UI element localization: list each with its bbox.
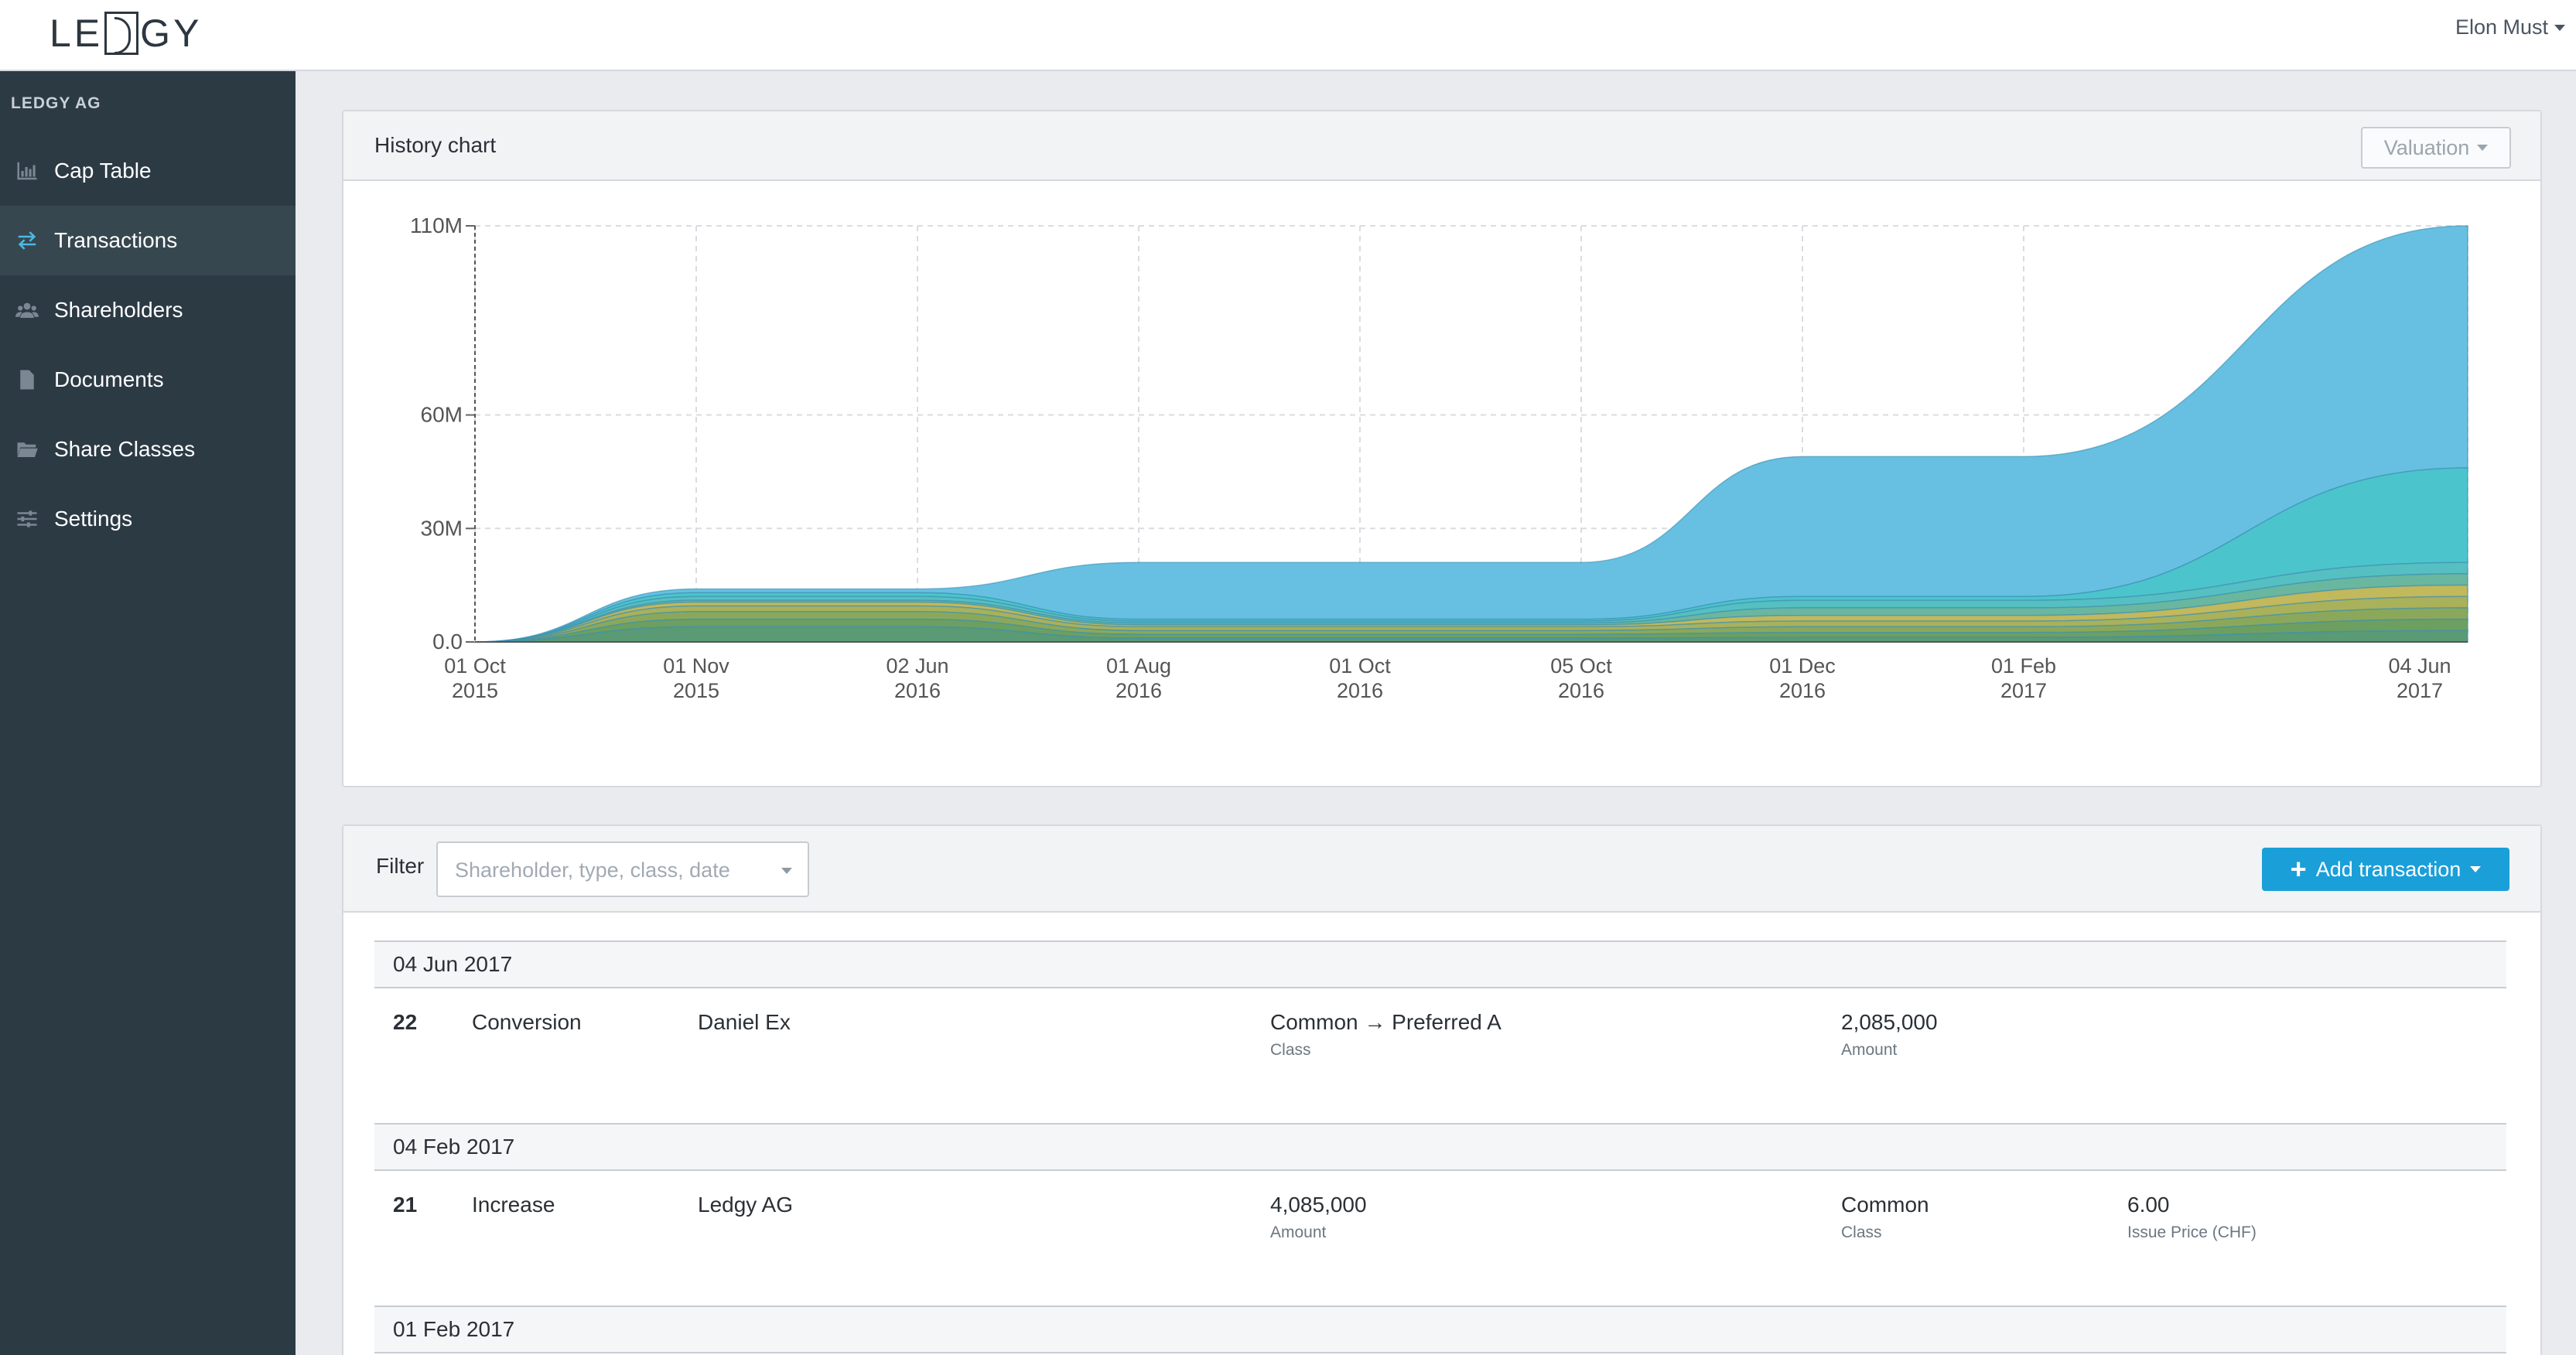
sidebar-item-cap-table[interactable]: Cap Table [0, 136, 296, 206]
filter-placeholder: Shareholder, type, class, date [455, 858, 730, 882]
x-tick-label: 2016 [1558, 679, 1604, 702]
transaction-group-date: 04 Jun 2017 [374, 940, 2506, 988]
x-tick-label: 02 Jun [886, 654, 948, 678]
history-chart-title: History chart [374, 133, 497, 157]
x-tick-label: 2015 [452, 679, 498, 702]
transaction-field: Common → Preferred A Class [1270, 1010, 1502, 1060]
users-icon [14, 297, 40, 323]
chevron-down-icon [781, 868, 792, 874]
logo-d-mark [104, 12, 139, 55]
sidebar-item-share-classes[interactable]: Share Classes [0, 415, 296, 484]
transaction-field: 6.00 Issue Price (CHF) [2127, 1193, 2257, 1242]
x-tick-label: 05 Oct [1550, 654, 1612, 678]
x-tick-label: 2016 [1115, 679, 1162, 702]
filter-label: Filter [376, 854, 425, 878]
sidebar-item-transactions[interactable]: Transactions [0, 206, 296, 275]
field-label: Amount [1841, 1041, 1898, 1059]
y-tick-label: 60M [421, 403, 463, 427]
sidebar-nav: Cap Table Transactions Shareholders Docu… [0, 136, 296, 554]
x-tick-label: 01 Aug [1106, 654, 1171, 678]
filter-select[interactable]: Shareholder, type, class, date [436, 841, 809, 897]
field-label: Class [1270, 1041, 1311, 1059]
sidebar-item-shareholders[interactable]: Shareholders [0, 275, 296, 345]
field-label: Issue Price (CHF) [2127, 1224, 2257, 1241]
sidebar: LEDGY AG Cap Table Transactions Sharehol… [0, 71, 296, 1355]
x-tick-label: 2017 [2397, 679, 2443, 702]
x-tick-label: 2016 [894, 679, 941, 702]
sidebar-item-label: Documents [54, 367, 164, 391]
history-chart-header: History chart Valuation [343, 111, 2540, 181]
chevron-down-icon [2470, 866, 2482, 872]
transaction-field: Common Class [1841, 1193, 1929, 1242]
sidebar-item-settings[interactable]: Settings [0, 484, 296, 554]
user-menu[interactable]: Elon Must [2455, 15, 2565, 39]
x-tick-label: 01 Oct [444, 654, 506, 678]
transaction-party: Ledgy AG [698, 1193, 793, 1217]
field-value: Common [1841, 1193, 1929, 1217]
sidebar-item-label: Transactions [54, 228, 178, 252]
top-bar: LE GY Elon Must [0, 0, 2576, 71]
transactions-card: Filter Shareholder, type, class, date + … [342, 824, 2542, 1355]
y-tick-label: 110M [410, 213, 463, 237]
add-transaction-label: Add transaction [2315, 857, 2462, 881]
x-tick-label: 2017 [2000, 679, 2047, 702]
sidebar-item-label: Cap Table [54, 159, 152, 183]
field-value: 2,085,000 [1841, 1010, 1938, 1034]
plus-icon: + [2290, 853, 2307, 885]
x-tick-label: 01 Feb [1991, 654, 2056, 678]
transaction-group-date: 04 Feb 2017 [374, 1123, 2506, 1171]
document-icon [14, 367, 40, 393]
y-tick-label: 30M [421, 516, 463, 540]
transaction-group: 01 Feb 2017 [374, 1306, 2506, 1353]
history-chart-card: History chart Valuation 0.0 30M 60M 110M 01 … [342, 110, 2542, 787]
transaction-id: 21 [393, 1193, 418, 1217]
field-value: Common → Preferred A [1270, 1010, 1502, 1034]
transaction-group-date: 01 Feb 2017 [374, 1306, 2506, 1353]
sidebar-item-label: Share Classes [54, 437, 196, 461]
ledgy-logo[interactable]: LE GY [50, 12, 203, 55]
field-value: 6.00 [2127, 1193, 2170, 1217]
sidebar-item-documents[interactable]: Documents [0, 345, 296, 415]
sidebar-item-label: Shareholders [54, 298, 183, 322]
x-tick-label: 01 Nov [663, 654, 729, 678]
add-transaction-button[interactable]: + Add transaction [2262, 848, 2509, 891]
x-tick-label: 2016 [1337, 679, 1383, 702]
y-tick-label: 0.0 [432, 630, 463, 654]
field-value: 4,085,000 [1270, 1193, 1367, 1217]
org-name: LEDGY AG [11, 94, 101, 112]
sliders-icon [14, 506, 40, 532]
transaction-row[interactable]: 22 Conversion Daniel Ex Common → Preferr… [374, 988, 2506, 1123]
transaction-row[interactable]: 21 Increase Ledgy AG 4,085,000 Amount Co… [374, 1171, 2506, 1306]
transaction-party: Daniel Ex [698, 1010, 791, 1034]
transaction-field: 2,085,000 Amount [1841, 1010, 1938, 1060]
x-tick-label: 01 Oct [1329, 654, 1391, 678]
x-tick-label: 04 Jun [2388, 654, 2451, 678]
bar-chart-icon [14, 158, 40, 184]
transaction-id: 22 [393, 1010, 418, 1034]
transaction-group: 04 Feb 2017 21 Increase Ledgy AG 4,085,0… [374, 1123, 2506, 1306]
arrows-exchange-icon [14, 227, 40, 254]
transaction-type: Increase [472, 1193, 555, 1217]
valuation-dropdown-label: Valuation [2383, 135, 2470, 159]
transaction-group: 04 Jun 2017 22 Conversion Daniel Ex Comm… [374, 940, 2506, 1123]
chevron-down-icon [2477, 145, 2489, 151]
sidebar-item-label: Settings [54, 507, 133, 531]
transactions-toolbar: Filter Shareholder, type, class, date + … [343, 826, 2540, 913]
x-tick-label: 01 Dec [1769, 654, 1836, 678]
field-label: Class [1841, 1224, 1882, 1241]
x-tick-label: 2015 [673, 679, 719, 702]
folder-icon [14, 436, 40, 462]
user-name: Elon Must [2455, 15, 2548, 39]
transaction-field: 4,085,000 Amount [1270, 1193, 1367, 1242]
field-label: Amount [1270, 1224, 1327, 1241]
x-tick-label: 2016 [1779, 679, 1826, 702]
chevron-down-icon [2554, 24, 2565, 31]
valuation-dropdown[interactable]: Valuation [2361, 127, 2511, 169]
transaction-type: Conversion [472, 1010, 582, 1034]
